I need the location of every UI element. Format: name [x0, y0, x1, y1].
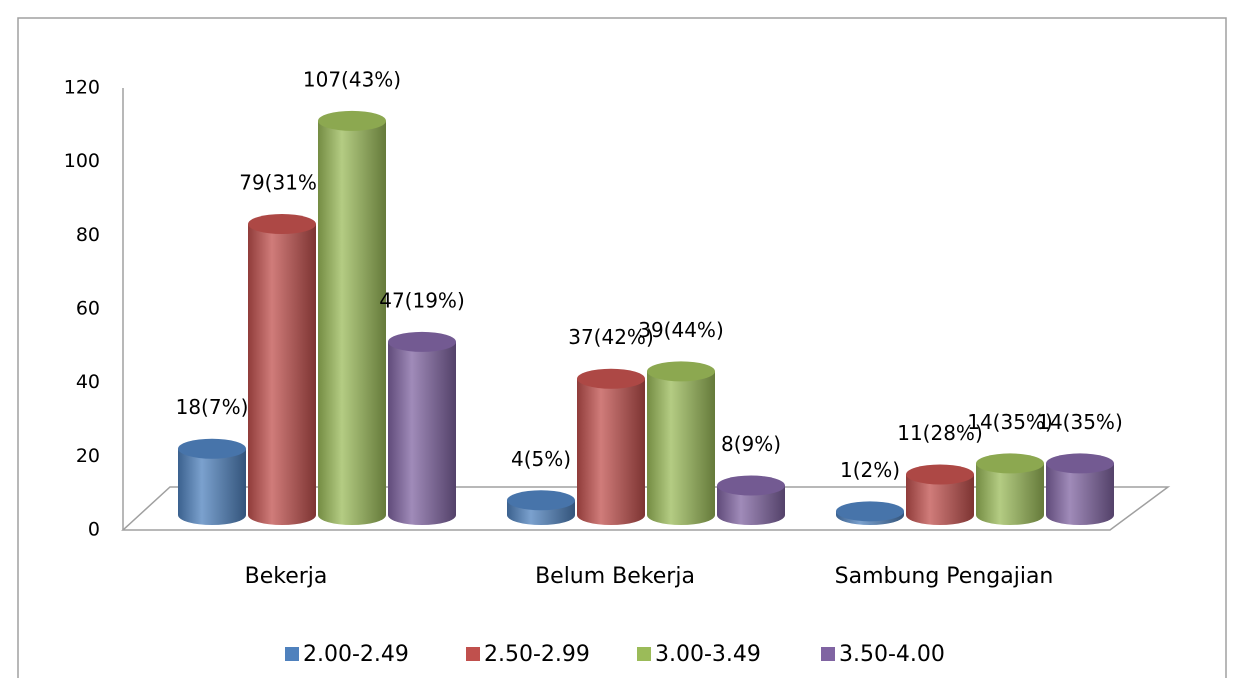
bar — [647, 371, 715, 515]
floor — [121, 486, 1171, 531]
x-tick-label: Sambung Pengajian — [835, 564, 1054, 589]
y-tick-label: 80 — [76, 224, 100, 246]
bar — [178, 448, 246, 515]
legend-label: 3.50-4.00 — [839, 642, 945, 667]
y-tick-label: 60 — [76, 298, 100, 320]
bar-top — [976, 453, 1044, 474]
value-label: 47(19%) — [379, 288, 465, 312]
chart-frame — [17, 17, 1227, 678]
legend-swatch — [466, 647, 480, 661]
bar-top — [507, 490, 575, 511]
y-tick-label: 120 — [64, 77, 100, 99]
bar-top — [318, 110, 386, 131]
x-tick-label: Bekerja — [245, 564, 328, 589]
bar-top — [178, 438, 246, 459]
legend-swatch — [821, 647, 835, 661]
y-tick-label: 0 — [88, 519, 100, 541]
value-label: 39(44%) — [638, 318, 724, 342]
bar-top — [647, 361, 715, 382]
y-tick-label: 100 — [64, 150, 100, 172]
legend-swatch — [637, 647, 651, 661]
legend-label: 2.00-2.49 — [303, 642, 409, 667]
bar-top — [836, 501, 904, 522]
bar — [248, 224, 316, 515]
value-label: 1(2%) — [840, 458, 900, 482]
value-label: 107(43%) — [303, 67, 401, 91]
y-tick-label: 20 — [76, 445, 100, 467]
bar-top — [717, 475, 785, 496]
value-label: 8(9%) — [721, 432, 781, 456]
value-label: 11(28%) — [897, 421, 983, 445]
y-tick-label: 40 — [76, 371, 100, 393]
value-label: 18(7%) — [176, 395, 249, 419]
value-label: 37(42%) — [568, 325, 654, 349]
value-label: 4(5%) — [511, 447, 571, 471]
legend-label: 3.00-3.49 — [655, 642, 761, 667]
bar-top — [1046, 453, 1114, 474]
bar — [388, 341, 456, 515]
value-label: 14(35%) — [967, 410, 1053, 434]
bar — [577, 378, 645, 515]
bar-top — [577, 368, 645, 389]
legend-swatch — [285, 647, 299, 661]
bar-top — [388, 331, 456, 352]
bar — [318, 120, 386, 515]
value-label: 14(35%) — [1037, 410, 1123, 434]
legend-label: 2.50-2.99 — [484, 642, 590, 667]
bar-top — [248, 214, 316, 235]
value-label: 79(31%) — [239, 171, 325, 195]
x-tick-label: Belum Bekerja — [535, 564, 695, 589]
bar-top — [906, 464, 974, 485]
